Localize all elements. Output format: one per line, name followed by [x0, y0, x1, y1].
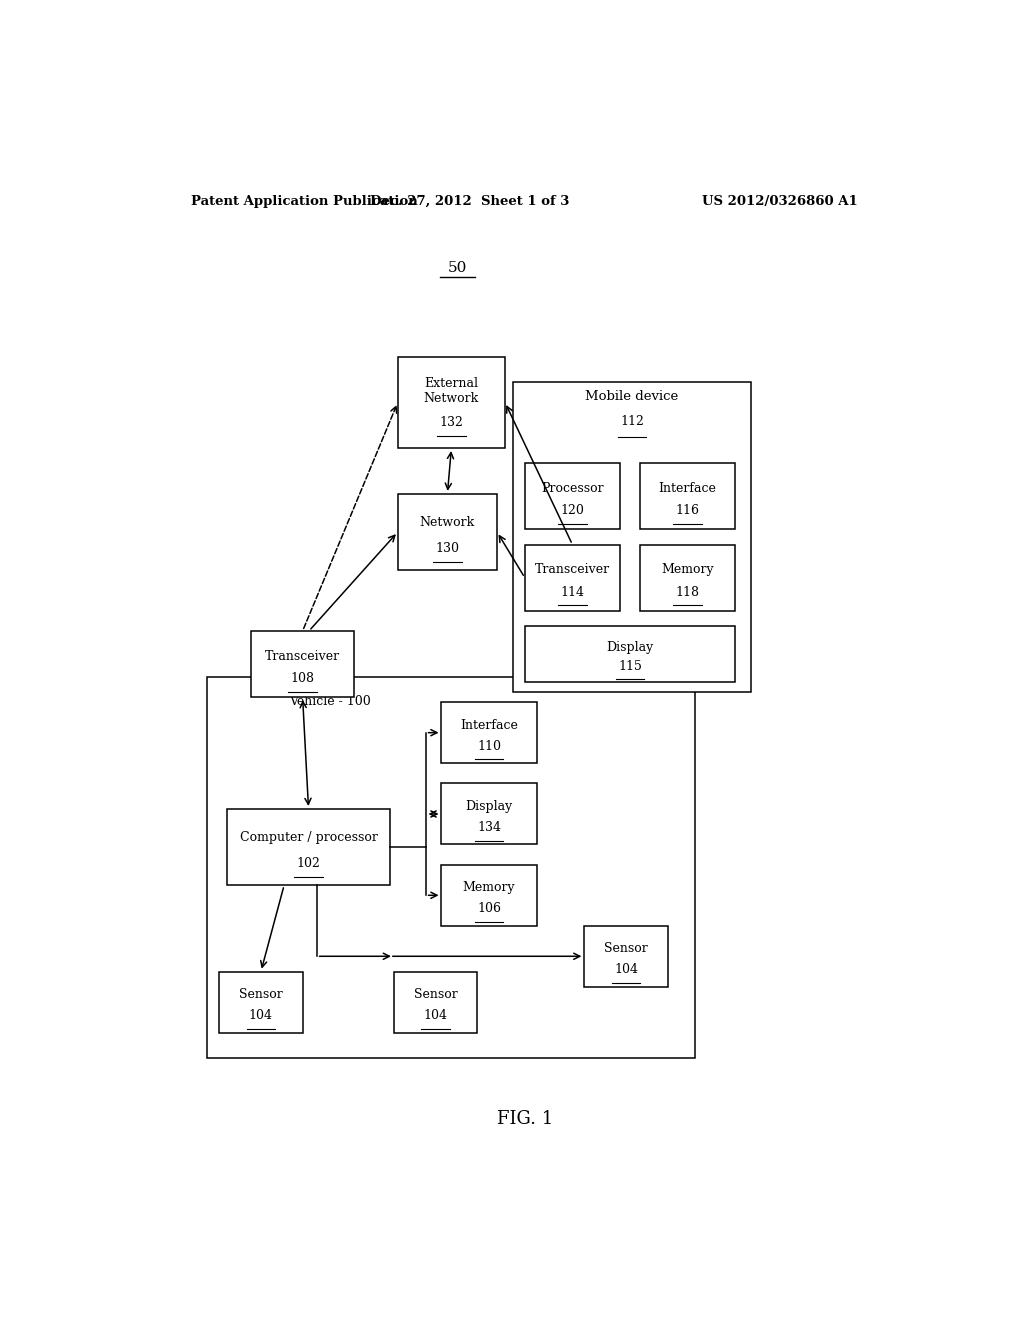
- Bar: [524, 626, 735, 682]
- Text: Memory: Memory: [463, 882, 515, 895]
- Text: 112: 112: [620, 414, 644, 428]
- Text: Transceiver: Transceiver: [535, 564, 610, 577]
- Text: Patent Application Publication: Patent Application Publication: [191, 194, 418, 207]
- Text: Memory: Memory: [662, 564, 714, 577]
- Bar: [513, 381, 751, 692]
- Text: 50: 50: [447, 261, 467, 276]
- Text: Mobile device: Mobile device: [586, 391, 679, 403]
- Text: Computer / processor: Computer / processor: [240, 832, 378, 845]
- Text: Sensor: Sensor: [414, 989, 458, 1001]
- Bar: [640, 545, 735, 611]
- Text: Sensor: Sensor: [604, 942, 648, 956]
- Bar: [585, 925, 668, 987]
- Text: Display: Display: [606, 640, 653, 653]
- Bar: [640, 463, 735, 529]
- Text: 108: 108: [291, 672, 314, 685]
- Text: 104: 104: [614, 964, 638, 977]
- Text: 134: 134: [477, 821, 501, 834]
- Text: 116: 116: [676, 504, 699, 517]
- Text: 130: 130: [435, 543, 460, 556]
- Text: US 2012/0326860 A1: US 2012/0326860 A1: [702, 194, 858, 207]
- Bar: [524, 463, 620, 529]
- Bar: [441, 865, 537, 925]
- Bar: [524, 545, 620, 611]
- Text: FIG. 1: FIG. 1: [497, 1110, 553, 1127]
- Text: 118: 118: [676, 586, 699, 599]
- Bar: [441, 702, 537, 763]
- Text: 104: 104: [249, 1008, 273, 1022]
- Text: Interface: Interface: [460, 719, 518, 731]
- Text: Network: Network: [420, 516, 475, 529]
- Text: Display: Display: [466, 800, 513, 813]
- Text: 114: 114: [560, 586, 585, 599]
- Bar: [397, 356, 505, 447]
- Text: Sensor: Sensor: [239, 989, 283, 1001]
- Bar: [219, 972, 303, 1032]
- Bar: [397, 494, 497, 570]
- Text: Vehicle - 100: Vehicle - 100: [290, 696, 372, 708]
- Bar: [441, 784, 537, 845]
- Text: External
Network: External Network: [424, 378, 479, 405]
- Text: Interface: Interface: [658, 482, 717, 495]
- Bar: [251, 631, 354, 697]
- Text: 115: 115: [618, 660, 642, 673]
- Text: Transceiver: Transceiver: [265, 649, 340, 663]
- Text: Processor: Processor: [541, 482, 604, 495]
- Text: 102: 102: [297, 857, 321, 870]
- Text: 132: 132: [439, 416, 463, 429]
- Bar: [227, 809, 390, 886]
- Text: 120: 120: [560, 504, 585, 517]
- Text: 104: 104: [424, 1008, 447, 1022]
- Bar: [207, 677, 695, 1057]
- Text: 106: 106: [477, 902, 501, 915]
- Text: Dec. 27, 2012  Sheet 1 of 3: Dec. 27, 2012 Sheet 1 of 3: [370, 194, 569, 207]
- Bar: [394, 972, 477, 1032]
- Text: 110: 110: [477, 739, 501, 752]
